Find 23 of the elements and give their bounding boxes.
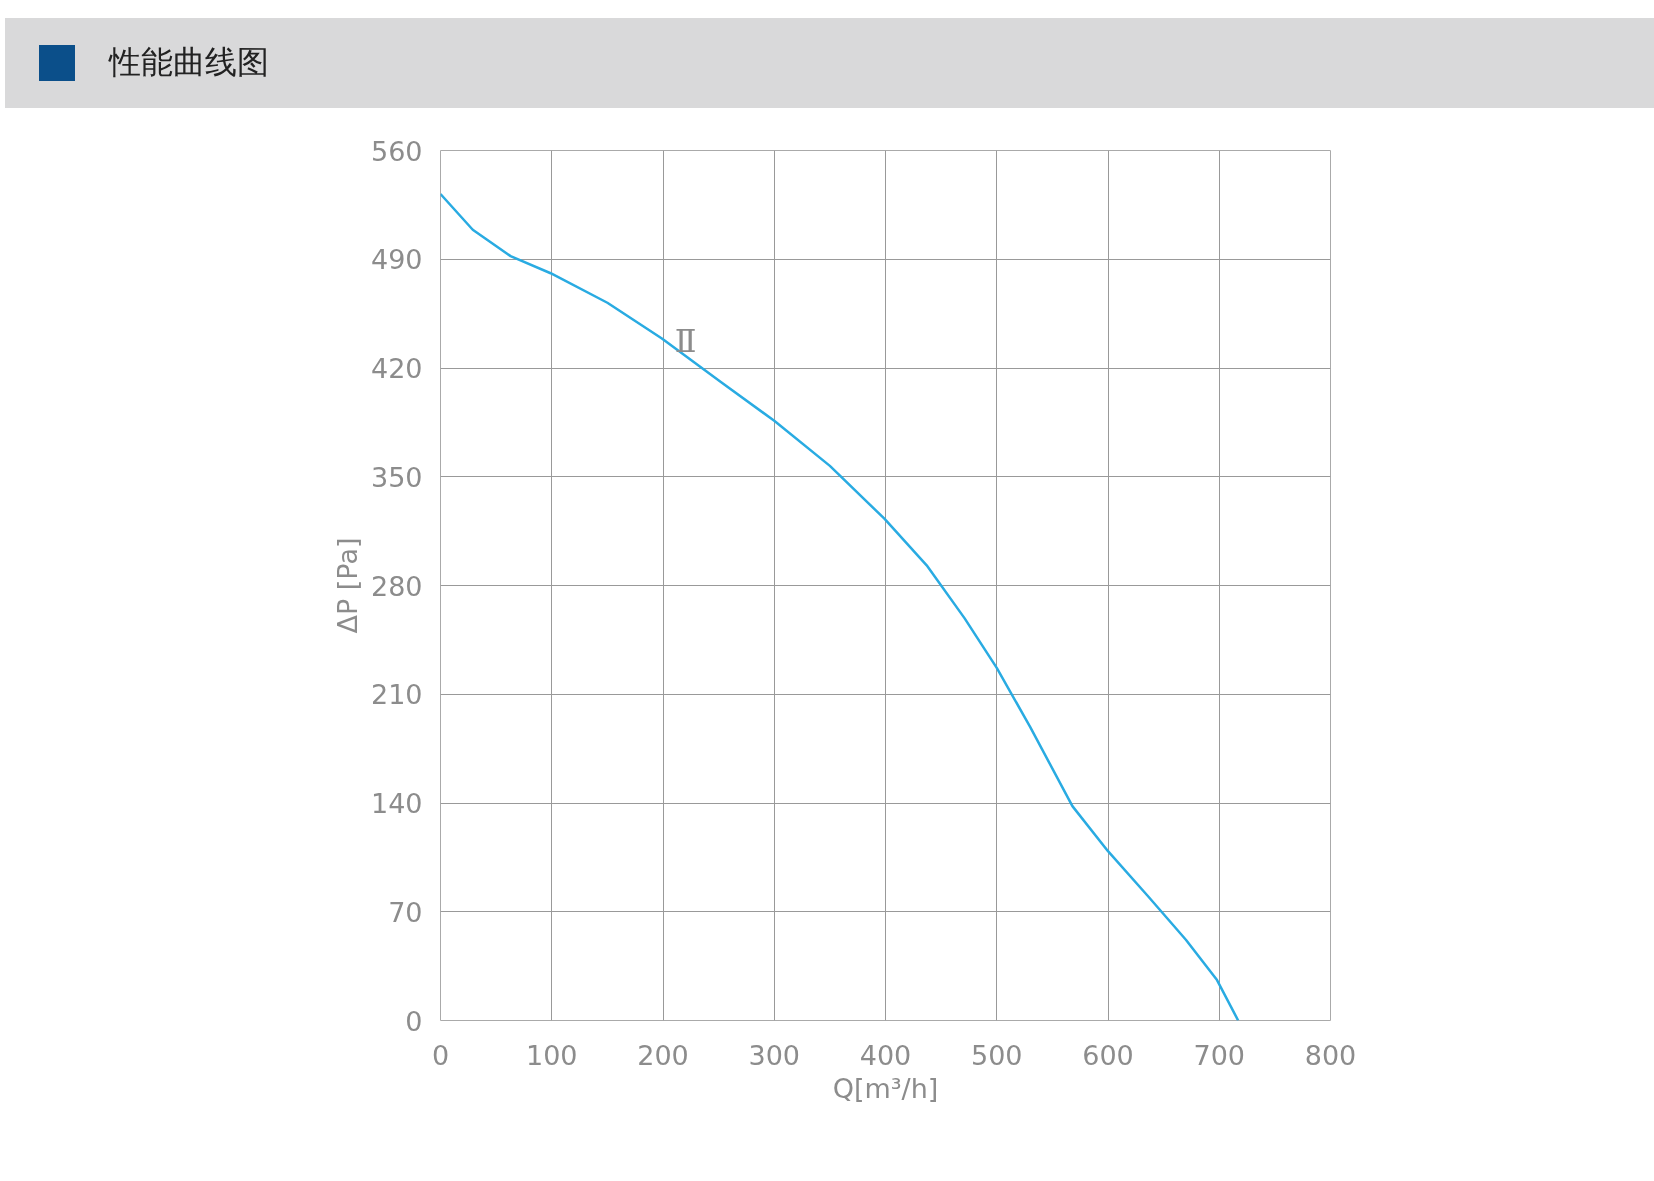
x-tick-label: 0 [431,1039,450,1071]
x-tick-label: 100 [525,1039,578,1071]
x-axis-title: Q[m³/h] [832,1072,939,1104]
y-tick-label: 350 [370,461,423,493]
x-tick-label: 600 [1082,1039,1134,1071]
x-tick-label: 800 [1304,1039,1357,1071]
x-tick-label: 300 [748,1039,801,1071]
annotation: Ⅱ [674,321,697,360]
y-tick-label: 490 [370,244,423,276]
chart-title: 性能曲线图 [109,42,269,84]
x-tick-label: 200 [637,1039,689,1071]
y-tick-label: 210 [370,679,423,711]
y-tick-label: 0 [405,1005,423,1037]
x-tick-label: 400 [859,1039,912,1071]
x-tick-label: 700 [1193,1039,1246,1071]
y-tick-label: 280 [370,570,423,602]
y-tick-label: 420 [370,353,423,384]
x-tick-label: 500 [970,1039,1023,1071]
y-tick-label: 70 [388,896,423,928]
line-series [440,192,1240,1021]
y-tick-label: 140 [370,788,423,819]
y-axis-title: ΔP [Pa] [331,537,363,634]
y-tick-label: 560 [370,135,423,167]
